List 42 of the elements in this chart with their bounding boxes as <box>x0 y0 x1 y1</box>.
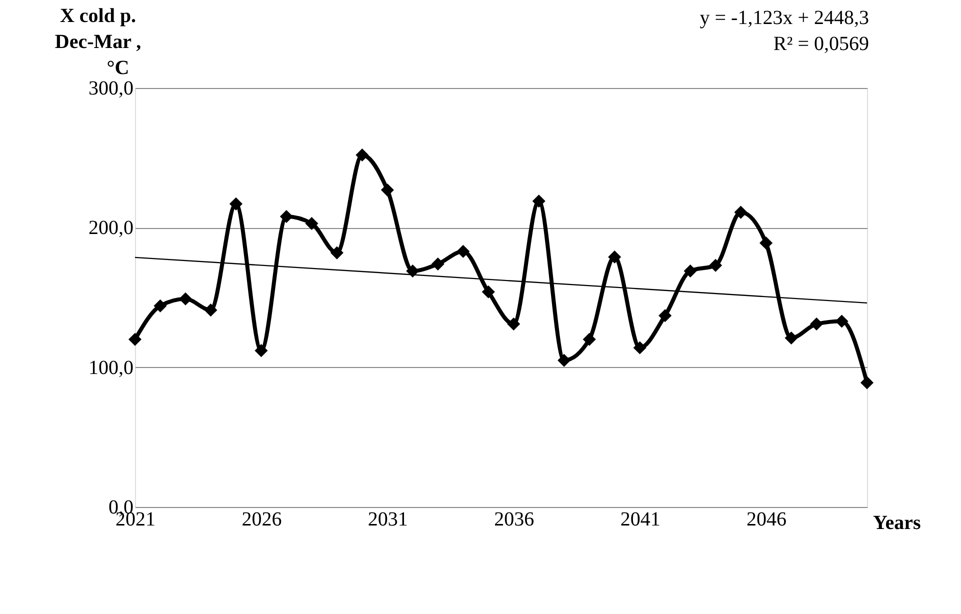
point <box>709 258 722 272</box>
point <box>254 344 268 358</box>
y-tick-label: 300,0 <box>88 78 134 100</box>
x-tick-label: 2036 <box>494 508 534 530</box>
point <box>784 331 798 345</box>
y-tick-label: 200,0 <box>88 217 134 240</box>
point <box>406 264 420 278</box>
point <box>658 309 672 322</box>
point <box>204 304 218 317</box>
point <box>356 148 369 162</box>
point <box>178 292 192 306</box>
point <box>431 257 444 270</box>
point <box>456 244 470 258</box>
point <box>229 197 242 210</box>
point <box>305 216 318 230</box>
point <box>835 314 848 328</box>
point <box>810 318 824 331</box>
point <box>558 354 571 367</box>
point <box>532 194 546 208</box>
point <box>380 183 394 196</box>
y-axis-title: X cold p. Dec-Mar , °C <box>54 5 142 79</box>
point <box>330 246 344 260</box>
x-tick-label: 2031 <box>368 508 408 530</box>
point <box>280 210 293 224</box>
text: y = -1,123x + 2448,3 <box>700 7 869 29</box>
point <box>734 206 748 219</box>
x-tick-label: 2041 <box>620 508 660 530</box>
point <box>128 332 142 346</box>
point <box>684 264 697 278</box>
point <box>482 285 495 298</box>
point <box>608 250 622 264</box>
x-tick-label: 2046 <box>746 508 787 530</box>
x-tick-label: 2026 <box>242 508 282 530</box>
point <box>154 299 167 312</box>
text: R² = 0,0569 <box>773 33 869 55</box>
point <box>633 341 646 354</box>
point <box>760 236 773 250</box>
x-axis-title: Years <box>873 512 921 534</box>
point <box>507 318 520 331</box>
point <box>582 332 596 346</box>
point <box>860 376 874 390</box>
y-tick-label: 100,0 <box>88 356 134 379</box>
